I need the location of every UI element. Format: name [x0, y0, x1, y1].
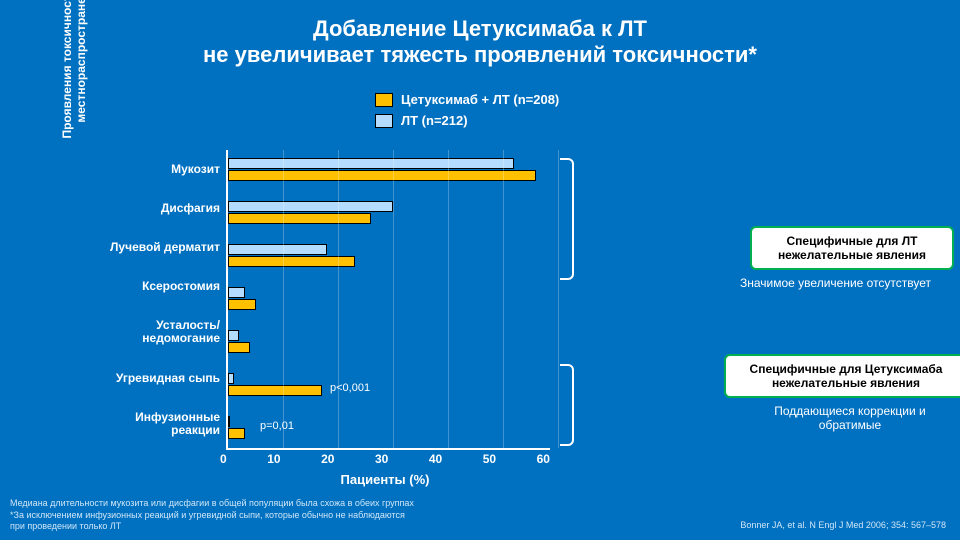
x-ticks: 0 10 20 30 40 50 60: [220, 452, 550, 466]
bar-series2: [228, 416, 230, 427]
bar-series2: [228, 373, 234, 384]
legend-label-2: ЛТ (n=212): [401, 113, 468, 128]
grid-line: [558, 150, 559, 448]
bar-series2: [228, 244, 327, 255]
callout-cetux-specific: Специфичные для Цетуксимабанежелательные…: [724, 354, 960, 398]
x-tick: 10: [267, 452, 280, 466]
category-label: Лучевой дерматит: [80, 241, 220, 254]
bar-series2: [228, 201, 393, 212]
callout-rt-specific: Специфичные для ЛТнежелательные явления: [750, 226, 954, 270]
category-label: Угревидная сыпь: [80, 372, 220, 385]
x-tick: 40: [429, 452, 442, 466]
bar-series1: [228, 342, 250, 353]
category-label: Ксеростомия: [80, 280, 220, 293]
bar-series2: [228, 287, 245, 298]
citation: Bonner JA, et al. N Engl J Med 2006; 354…: [740, 520, 946, 530]
bar-series1: [228, 256, 355, 267]
note-no-increase: Значимое увеличение отсутствует: [740, 276, 931, 290]
legend: Цетуксимаб + ЛТ (n=208) ЛТ (n=212): [375, 92, 559, 134]
chart: Мукозит Дисфагия Лучевой дерматит Ксеростом…: [80, 150, 550, 450]
x-tick: 60: [537, 452, 550, 466]
bar-series1: [228, 213, 371, 224]
category-labels: Мукозит Дисфагия Лучевой дерматит Ксеростом…: [80, 150, 226, 450]
bracket-rt: [560, 158, 574, 280]
y-axis-label: Проявления токсичности у пациентов смест…: [60, 0, 88, 160]
grid-line: [283, 150, 284, 448]
legend-item-1: Цетуксимаб + ЛТ (n=208): [375, 92, 559, 107]
bar-series2: [228, 158, 514, 169]
category-label: Мукозит: [80, 163, 220, 176]
x-tick: 0: [220, 452, 227, 466]
category-label: Усталость/недомогание: [80, 319, 220, 345]
pval-acne: p<0,001: [330, 382, 370, 394]
grid-line: [503, 150, 504, 448]
grid-line: [338, 150, 339, 448]
grid-line: [448, 150, 449, 448]
grid-line: [393, 150, 394, 448]
swatch-1: [375, 93, 393, 107]
x-tick: 30: [375, 452, 388, 466]
category-label: Дисфагия: [80, 202, 220, 215]
note-manageable: Поддающиеся коррекции иобратимые: [760, 404, 940, 432]
bar-series1: [228, 299, 256, 310]
legend-label-1: Цетуксимаб + ЛТ (n=208): [401, 92, 559, 107]
x-tick: 50: [483, 452, 496, 466]
bar-series1: [228, 170, 536, 181]
plot-area: [226, 150, 550, 450]
footer-notes: Медиана длительности мукозита или дисфаг…: [10, 498, 414, 532]
bar-series2: [228, 330, 239, 341]
category-label: Инфузионныереакции: [80, 411, 220, 437]
legend-item-2: ЛТ (n=212): [375, 113, 559, 128]
swatch-2: [375, 114, 393, 128]
pval-infusion: p=0,01: [260, 420, 294, 432]
x-tick: 20: [321, 452, 334, 466]
bracket-cetux: [560, 364, 574, 446]
bar-series1: [228, 385, 322, 396]
x-axis-label: Пациенты (%): [220, 472, 550, 487]
page-title: Добавление Цетуксимаба к ЛТне увеличивае…: [0, 0, 960, 72]
bar-series1: [228, 428, 245, 439]
